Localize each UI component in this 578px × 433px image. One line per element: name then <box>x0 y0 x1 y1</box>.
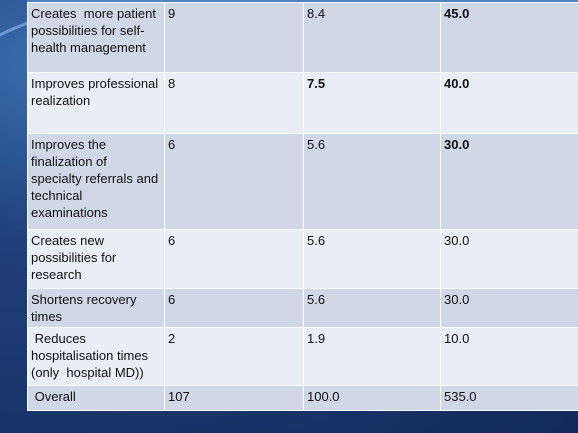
cell: Creates more patient possibilities for s… <box>27 2 165 73</box>
cell: 107 <box>164 385 304 411</box>
cell: Overall <box>27 385 165 411</box>
row: Reduces hospitalisation times (only hosp… <box>27 327 578 386</box>
cell: 30.0 <box>440 229 578 289</box>
cell: 9 <box>164 2 304 73</box>
header-edge <box>27 0 578 3</box>
cell: Shortens recovery times <box>27 288 165 328</box>
cell: 10.0 <box>440 327 578 386</box>
cell: 5.6 <box>303 229 441 289</box>
cell: 6 <box>164 133 304 230</box>
cell: Improves professional realization <box>27 72 165 134</box>
row: Improves the finalization of specialty r… <box>27 133 578 230</box>
cell: Improves the finalization of specialty r… <box>27 133 165 230</box>
cell: 1.9 <box>303 327 441 386</box>
cell: 6 <box>164 229 304 289</box>
cell: 5.6 <box>303 133 441 230</box>
row: Shortens recovery times 6 5.6 30.0 <box>27 288 578 328</box>
cell: 7.5 <box>303 72 441 134</box>
cell: 535.0 <box>440 385 578 411</box>
row: Creates more patient possibilities for s… <box>27 2 578 73</box>
row: Creates new possibilities for research 6… <box>27 229 578 289</box>
cell: 8.4 <box>303 2 441 73</box>
cell: 5.6 <box>303 288 441 328</box>
cell: 2 <box>164 327 304 386</box>
cell: 100.0 <box>303 385 441 411</box>
cell: 30.0 <box>440 288 578 328</box>
cell: 45.0 <box>440 2 578 73</box>
cell: Reduces hospitalisation times (only hosp… <box>27 327 165 386</box>
row: Improves professional realization 8 7.5 … <box>27 72 578 134</box>
cell: Creates new possibilities for research <box>27 229 165 289</box>
cell: 8 <box>164 72 304 134</box>
table: Creates more patient possibilities for s… <box>27 2 578 411</box>
cell: 30.0 <box>440 133 578 230</box>
row: Overall 107 100.0 535.0 <box>27 385 578 411</box>
cell: 6 <box>164 288 304 328</box>
cell: 40.0 <box>440 72 578 134</box>
